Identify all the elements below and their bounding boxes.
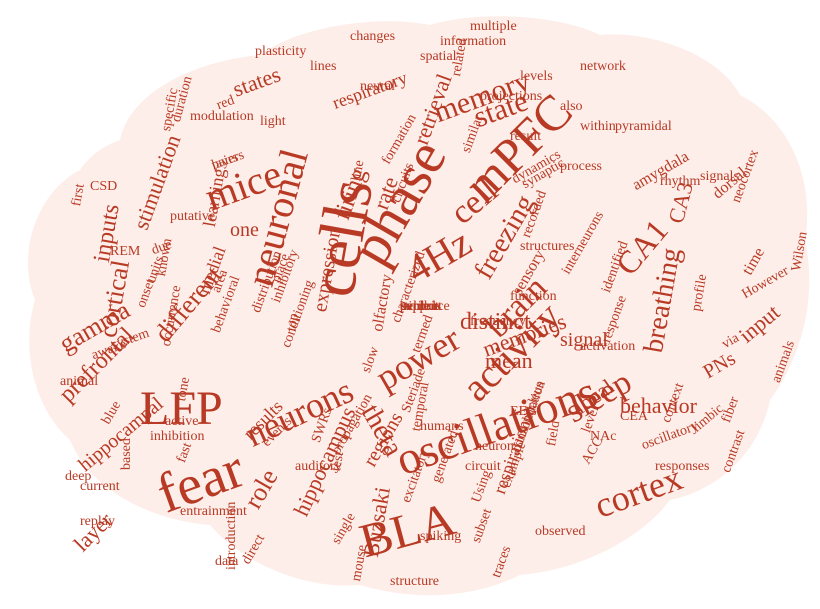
word-cloud-term: distinct [460,309,531,335]
word-cloud-term: result [510,129,542,144]
word-cloud-term: active [165,414,199,429]
word-cloud-term: EEG [510,404,538,419]
word-cloud-term: structures [520,239,575,254]
word-cloud-term: multiple [470,19,517,34]
word-cloud-term: responses [655,459,710,474]
word-cloud-term: process [560,159,602,174]
word-cloud-term: spatial [420,49,457,64]
word-cloud-term: inhibition [150,429,205,444]
word-cloud-term: data [215,554,239,569]
word-cloud-term: neuron [475,439,514,454]
word-cloud-term: replay [80,514,115,529]
word-cloud-term: lines [310,59,337,74]
word-cloud-term: network [580,59,626,74]
word-cloud-term: projections [480,89,543,104]
word-cloud-term: CEA [620,409,648,424]
word-cloud-term: observed [535,524,586,539]
word-cloud-term: function [510,289,557,304]
word-cloud-term: signal [560,329,608,351]
word-cloud-term: mean [485,348,533,373]
word-cloud-term: signals [700,169,739,184]
word-cloud-term: animal [60,374,99,389]
word-cloud-term: exhibit [400,299,439,314]
word-cloud-term: current [80,479,120,494]
word-cloud-term: within [580,119,616,134]
word-cloud-term: circuit [465,459,501,474]
brain-outline [27,16,810,596]
word-cloud-term: spiking [420,529,462,544]
word-cloud-term: plasticity [255,44,307,59]
word-cloud-term: modulation [190,109,254,124]
word-cloud-term: support [400,299,442,314]
word-cloud-term: LFP [140,382,223,435]
word-cloud-term: based [119,438,134,470]
word-cloud-term: one [230,219,259,241]
word-cloud-term: evidence [400,299,450,314]
word-cloud-term: information [440,34,507,49]
word-cloud-term: deep [65,469,92,484]
word-cloud-term: also [560,99,583,114]
word-cloud-term: activation [580,339,636,354]
word-cloud-term: auditory [295,459,342,474]
word-cloud-term: levels [520,69,553,84]
word-cloud-term: changes [350,29,396,44]
word-cloud-term: putative [170,209,216,224]
word-cloud-term: NAc [590,429,617,444]
word-cloud-term: humans [420,419,464,434]
word-cloud-term: entrainment [180,504,247,519]
word-cloud-term: periods [400,299,442,314]
word-cloud-term: frequency [470,314,526,329]
word-cloud-term: neural [360,79,395,94]
word-cloud-term: light [260,114,286,129]
word-cloud-term: rhythm [660,174,701,189]
word-cloud-term: triple [400,299,430,314]
word-cloud-term: structure [390,574,439,589]
word-cloud-term: REM [110,244,141,259]
word-cloud-term: pyramidal [615,119,672,134]
word-cloud-term: behavior [620,393,697,418]
word-cloud-term: CSD [90,179,118,194]
